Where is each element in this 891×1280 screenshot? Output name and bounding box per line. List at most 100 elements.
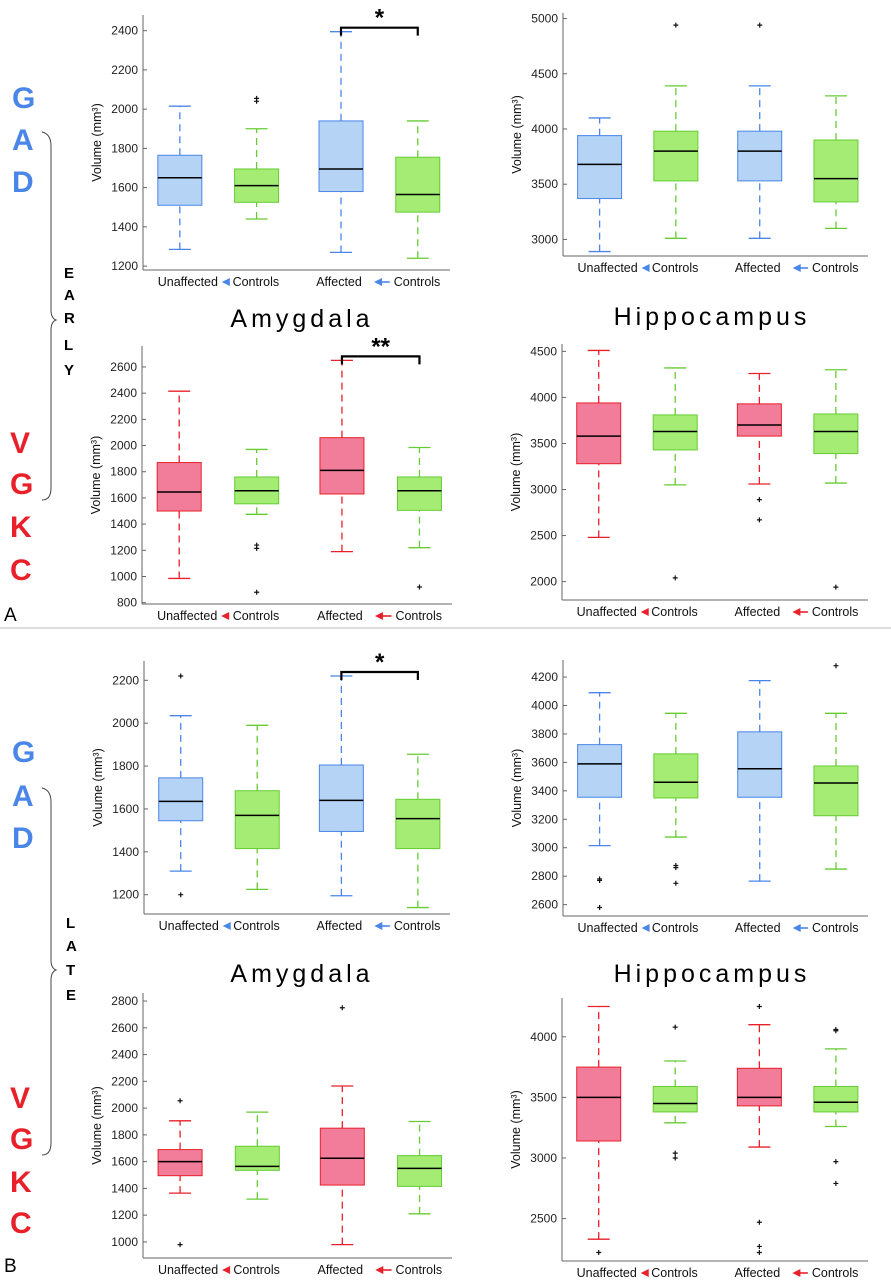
category-label: Affected (735, 1266, 781, 1280)
y-tick-label: 1600 (110, 491, 137, 505)
outlier-point (416, 584, 422, 590)
y-tick-label: 1200 (111, 1208, 138, 1222)
early-letter-5: Y (64, 362, 74, 379)
box-3 (736, 372, 782, 523)
outlier-point (756, 1003, 762, 1009)
y-axis-label: Volume (mm³) (510, 95, 524, 173)
iqr-box (395, 798, 441, 850)
iqr-box (157, 1149, 203, 1177)
hippocampus-title-late: Hippocampus (614, 960, 811, 988)
outlier-point (254, 589, 260, 595)
late-letter-3: T (66, 962, 75, 979)
y-tick-label: 2200 (110, 412, 137, 426)
category-label: Affected (316, 275, 362, 289)
iqr-box (653, 753, 699, 799)
y-tick-label: 2400 (111, 24, 138, 38)
y-axis-label: Volume (mm³) (90, 103, 104, 181)
y-tick-label: 5000 (531, 12, 558, 26)
iqr-box (318, 764, 364, 832)
outlier-point (177, 1242, 183, 1248)
gad-letter-g: G (12, 82, 35, 115)
iqr-box (736, 403, 782, 437)
category-label: Unaffected (158, 275, 218, 289)
category-label: Controls (652, 921, 699, 935)
category-label: Unaffected (577, 261, 637, 275)
outlier-point (177, 1098, 183, 1104)
gad-letter-g-late: G (12, 736, 35, 769)
late-letter-2: A (66, 938, 77, 955)
box-4 (813, 369, 859, 590)
outlier-point (339, 1005, 345, 1011)
vgkc-letter-v: V (10, 427, 30, 460)
box-1 (577, 117, 623, 253)
outlier-point (756, 517, 762, 523)
outlier-point (672, 575, 678, 581)
comparison-arrow-head (374, 922, 383, 930)
vgkc-letter-g-late: G (10, 1123, 33, 1156)
y-tick-label: 1400 (110, 517, 137, 531)
panel-a-label: A (4, 605, 17, 626)
early-gad-hippocampus-chart: 3000 3500 4000 4500 5000 Volume (mm³) Unaffect… (510, 12, 868, 275)
box-1 (576, 1005, 622, 1256)
y-tick-label: 2800 (531, 869, 558, 883)
comparison-arrow-head (222, 922, 231, 930)
comparison-arrow-head (375, 1266, 384, 1274)
box-3 (319, 1005, 365, 1246)
y-tick-label: 2000 (110, 439, 137, 453)
category-label: Controls (233, 275, 280, 289)
y-tick-label: 2600 (111, 1021, 138, 1035)
iqr-box (736, 1067, 782, 1107)
gad-letter-a: A (12, 124, 34, 157)
y-tick-label: 4000 (531, 122, 558, 136)
category-label: Unaffected (577, 1266, 637, 1280)
category-label: Affected (317, 919, 363, 933)
category-label: Controls (394, 919, 441, 933)
comparison-arrow-head (640, 608, 649, 616)
category-label: Unaffected (577, 921, 637, 935)
y-tick-label: 1200 (111, 259, 138, 273)
late-gad-hippocampus-chart: 2600 2800 3000 3200 3400 3600 3800 4000 4200 Volu… (510, 660, 868, 935)
category-label: Affected (735, 921, 781, 935)
category-label: Affected (317, 1263, 363, 1277)
early-letter-4: L (64, 337, 73, 354)
box-2 (234, 448, 280, 595)
iqr-box (395, 156, 441, 213)
box-4 (397, 1120, 443, 1215)
y-tick-label: 2200 (111, 1074, 138, 1088)
outlier-point (254, 542, 260, 548)
iqr-box (157, 154, 203, 206)
iqr-box (319, 1127, 365, 1186)
y-tick-label: 3600 (531, 755, 558, 769)
category-label: Unaffected (158, 1263, 218, 1277)
box-4 (813, 95, 859, 230)
category-label: Affected (317, 609, 363, 623)
category-label: Controls (651, 1266, 698, 1280)
late-vgkc-hippocampus-chart: 2500 3000 3500 4000 Volume (mm³) Unaffected Co… (509, 998, 868, 1280)
y-tick-label: 3000 (531, 841, 558, 855)
comparison-arrow-head (792, 1269, 801, 1277)
box-plot-charts: 1200 1400 1600 1800 2000 2200 2400 Volume (mm³)… (89, 5, 868, 1280)
outlier-point (833, 1159, 839, 1165)
vgkc-letter-k: K (10, 511, 32, 544)
box-2 (652, 1024, 698, 1161)
amygdala-title-late: Amygdala (230, 960, 373, 988)
early-letter-1: E (64, 265, 74, 282)
y-tick-label: 1400 (112, 845, 139, 859)
vgkc-letter-g: G (10, 468, 33, 501)
outlier-point (672, 1024, 678, 1030)
early-letter-3: R (64, 310, 75, 327)
box-1 (577, 692, 623, 910)
outlier-point (178, 673, 184, 679)
gad-letter-a-late: A (12, 780, 34, 813)
box-2 (234, 724, 280, 890)
vgkc-letter-k-late: K (10, 1166, 32, 1199)
iqr-box (156, 462, 202, 512)
early-vgkc-amygdala-chart: 800 1000 1200 1400 1600 1800 2000 2200 2400 2600 V… (89, 333, 452, 623)
y-tick-label: 1000 (110, 569, 137, 583)
category-label: Unaffected (577, 605, 637, 619)
category-label: Unaffected (159, 919, 219, 933)
outlier-point (756, 1250, 762, 1256)
y-tick-label: 1400 (111, 1181, 138, 1195)
y-tick-label: 1800 (111, 141, 138, 155)
significance-bracket (340, 670, 419, 681)
